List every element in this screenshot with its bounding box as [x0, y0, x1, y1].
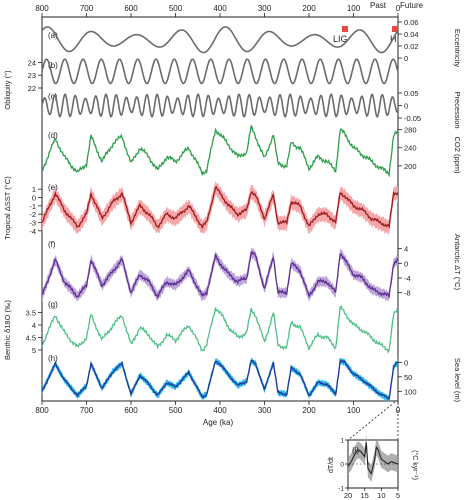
sst-tick-label: -2 [29, 210, 36, 219]
co2-tick-label: 240 [404, 144, 417, 153]
antarctic-tick-label: 4 [404, 245, 408, 254]
antarctic-line [41, 251, 399, 299]
x-axis-label: Age (ka) [203, 418, 234, 427]
top-tick-label: 800 [35, 4, 49, 13]
sea-level-tick-label: 50 [404, 373, 412, 382]
bottom-tick-label: 200 [302, 406, 316, 415]
eccentricity-tick-label: 0.06 [404, 18, 419, 27]
obliquity-label: Obliquity (°) [3, 70, 12, 110]
inset-x-tick-label: 10 [377, 491, 385, 500]
precession-tick-label: 0 [404, 102, 408, 111]
sea-level-tick-label: 0 [404, 358, 408, 367]
precession-label: Precession [453, 91, 462, 128]
sea-level-line [41, 358, 399, 401]
antarctic-tick-label: -4 [404, 274, 411, 283]
sea-level-label: Sea level (m) [453, 358, 462, 403]
sst-uncertainty-band [42, 180, 398, 236]
eccentricity-tick-label: 0 [404, 54, 408, 63]
lig-marker [342, 26, 348, 32]
antarctic-tick-label: -8 [404, 289, 411, 298]
panel-label-e: (e) [48, 183, 58, 192]
inset-band [348, 434, 398, 482]
series-layer [41, 26, 399, 402]
panel-label-f: (f) [48, 240, 56, 249]
panel-label-g: (g) [48, 300, 58, 309]
bottom-tick-label: 100 [347, 406, 361, 415]
precession-line [41, 93, 399, 118]
inset-y-tick-label: 0 [340, 462, 344, 469]
precession-tick-label: -0.05 [404, 114, 421, 123]
co2-label: CO2 (ppm) [453, 136, 462, 174]
eccentricity-tick-label: 0.02 [404, 42, 419, 51]
benthic-tick-label: 4.5 [26, 334, 36, 343]
antarctic-tick-label: 0 [404, 259, 408, 268]
benthic-tick-label: 3.5 [26, 309, 36, 318]
obliquity-tick-label: 22 [28, 84, 36, 93]
lig-label: LIG [333, 34, 348, 44]
sea-level-tick-label: 100 [404, 387, 417, 396]
sst-tick-label: 1 [32, 185, 36, 194]
past-label: Past [370, 1, 387, 10]
precession-tick-label: 0.05 [404, 89, 419, 98]
top-tick-label: 400 [213, 4, 227, 13]
y-tick-layer: 00.020.040.06222324-0.0500.0520024028010… [26, 18, 422, 396]
sst-tick-label: 0 [32, 194, 36, 203]
bottom-tick-label: 500 [169, 406, 183, 415]
inset-line [347, 442, 399, 475]
inset-y-tick-label: 1 [340, 438, 344, 445]
obliquity-tick-label: 23 [28, 71, 36, 80]
sst-tick-label: -4 [29, 227, 36, 236]
eccentricity-tick-label: 0.04 [404, 30, 419, 39]
co2-tick-label: 280 [404, 126, 417, 135]
benthic-tick-label: 4 [32, 321, 36, 330]
top-tick-label: 500 [169, 4, 183, 13]
bottom-tick-label: 600 [124, 406, 138, 415]
inset-y-tick-label: -1 [338, 486, 344, 493]
inset-ylabel-left: dT/dt [328, 457, 335, 473]
eccentricity-label: Eccentricity [453, 29, 462, 68]
sst-line [41, 185, 399, 230]
panel-label-h: (h) [48, 354, 58, 363]
sst-tick-label: -1 [29, 202, 36, 211]
panel-label-a: (a) [48, 31, 58, 40]
obliquity-line [41, 58, 399, 85]
sea-level-band [42, 357, 398, 402]
sst-tick-label: -3 [29, 219, 36, 228]
inset-ylabel-right: (°C kyr⁻¹) [411, 450, 419, 480]
panel-label-b: (b) [48, 61, 58, 70]
benthic-tick-label: 5 [32, 346, 36, 355]
co2-line [41, 124, 399, 178]
inset-x-tick-label: 5 [396, 491, 400, 500]
top-tick-label: 300 [258, 4, 272, 13]
benthic-line [41, 305, 399, 354]
bottom-tick-label: 400 [213, 406, 227, 415]
top-tick-label: 100 [347, 4, 361, 13]
antarctic-label: Antarctic ΔT (°C) [453, 234, 462, 291]
h-marker [392, 26, 398, 32]
future-label: Future [400, 1, 424, 10]
top-tick-label: 0 [396, 4, 401, 13]
bottom-tick-label: 700 [80, 406, 94, 415]
bottom-tick-label: 300 [258, 406, 272, 415]
top-tick-label: 700 [80, 4, 94, 13]
top-tick-label: 600 [124, 4, 138, 13]
obliquity-tick-label: 24 [28, 58, 36, 67]
benthic-label: Benthic δ18O (‰) [3, 299, 12, 360]
panel-label-d: (d) [48, 131, 58, 140]
inset-x-tick-label: 20 [344, 491, 352, 500]
inset-panel: 20 15 10 5 -1 0 1 [338, 434, 400, 500]
antarctic-uncertainty-band [42, 246, 398, 303]
inset-x-tick-label: 15 [360, 491, 368, 500]
panel-label-i: (i) [352, 446, 359, 455]
top-tick-label: 200 [302, 4, 316, 13]
bottom-tick-label: 800 [35, 406, 49, 415]
co2-tick-label: 200 [404, 162, 417, 171]
top-age-axis: 800 700 600 500 400 300 200 100 0 [35, 4, 401, 17]
sst-label: Tropical ΔSST (°C) [3, 176, 12, 240]
panel-label-c: (c) [48, 92, 58, 101]
eccentricity-line [41, 26, 399, 54]
